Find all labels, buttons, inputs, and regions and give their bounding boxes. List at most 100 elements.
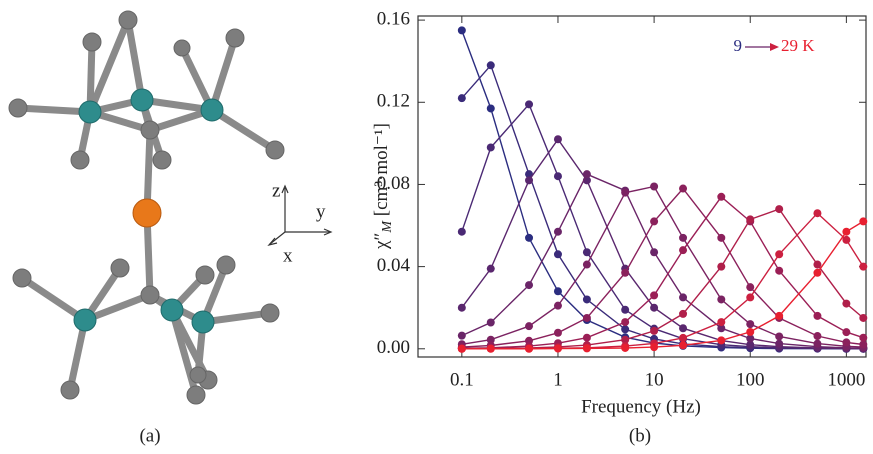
data-point [842,300,850,308]
data-point [458,26,466,34]
data-point [650,304,658,312]
data-point [554,287,562,295]
data-point [813,261,821,269]
data-point [583,344,591,352]
data-point [650,327,658,335]
data-point [458,228,466,236]
data-point [775,250,783,258]
data-point [525,234,533,242]
data-point [583,170,591,178]
data-point [746,320,754,328]
data-point [487,318,495,326]
figure: z y x (a) (b) Frequency (Hz) χ″M [cm³·mo… [0,0,873,449]
series-line [462,187,864,348]
data-point [859,334,867,342]
y-tick-label: 0.08 [377,173,410,194]
data-point [487,61,495,69]
data-point [679,185,687,193]
data-point [583,334,591,342]
series-line [462,104,864,348]
data-point [813,332,821,340]
data-point [621,189,629,197]
data-point [458,345,466,353]
annotation-end: 29 K [781,36,815,55]
x-tick-label: 100 [736,369,765,390]
data-point [679,310,687,318]
data-point [679,234,687,242]
data-point [679,293,687,301]
data-point [717,295,725,303]
caption-a: (a) [139,425,160,446]
data-point [775,312,783,320]
data-point [650,217,658,225]
series-line [462,30,864,348]
data-point [554,135,562,143]
data-point [775,340,783,348]
axis-y: y [316,201,326,222]
data-point [717,193,725,201]
data-point [813,312,821,320]
series-line [462,65,864,349]
data-point [621,344,629,352]
y-symbol: χ″ [371,233,392,250]
data-point [583,314,591,322]
x-tick-label: 1 [553,369,563,390]
data-point [458,94,466,102]
data-point [650,183,658,191]
data-point [554,329,562,337]
data-point [842,228,850,236]
data-point [554,228,562,236]
y-tick-label: 0.00 [377,337,410,358]
data-point [554,302,562,310]
x-tick-label: 1000 [827,369,865,390]
data-point [583,295,591,303]
data-point [583,261,591,269]
data-point [458,304,466,312]
data-point [859,314,867,322]
x-tick-label: 0.1 [450,369,474,390]
data-point [775,332,783,340]
data-point [746,328,754,336]
x-tick-label: 10 [645,369,664,390]
data-point [487,265,495,273]
data-point [746,293,754,301]
data-point [775,205,783,213]
data-point [842,328,850,336]
data-point [775,267,783,275]
data-point [525,100,533,108]
data-point [746,215,754,223]
data-point [554,172,562,180]
data-point [487,345,495,353]
data-point [813,340,821,348]
data-point [679,334,687,342]
molecule [9,11,284,404]
y-tick-label: 0.12 [377,91,410,112]
data-point [679,324,687,332]
data-point [746,283,754,291]
data-point [621,325,629,333]
x-axis-label: Frequency (Hz) [581,396,701,417]
data-point [717,234,725,242]
data-point [525,345,533,353]
caption-b: (b) [629,425,651,446]
data-point [554,345,562,353]
data-point [679,246,687,254]
data-point [842,236,850,244]
data-point [487,143,495,151]
data-point [621,318,629,326]
data-point [621,306,629,314]
data-point [554,250,562,258]
data-point [525,281,533,289]
data-point [650,343,658,351]
data-point [717,336,725,344]
data-point [813,209,821,217]
data-point [525,322,533,330]
data-point [842,338,850,346]
data-point [525,176,533,184]
series-line [462,209,864,349]
data-point [859,217,867,225]
data-point [487,104,495,112]
data-point [650,291,658,299]
annotation-arrowhead [770,43,779,51]
data-point [458,332,466,340]
